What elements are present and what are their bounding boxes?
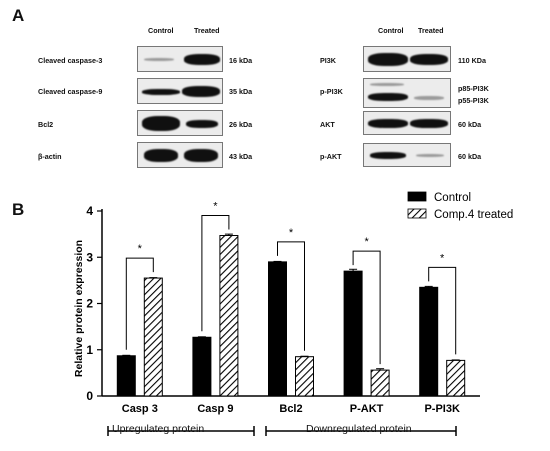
- band-treated: [184, 149, 218, 162]
- kda-p85-pi3k: p85-PI3K: [458, 84, 489, 93]
- kda-beta-actin: 43 kDa: [229, 152, 253, 161]
- band-treated: [414, 96, 444, 100]
- kda-akt: 60 kDa: [458, 120, 482, 129]
- band-control: [368, 53, 408, 66]
- blot-strip-cleaved-caspase-3: [137, 46, 223, 72]
- blot-label-bcl2: Bcl2: [38, 120, 54, 129]
- legend-label-1: Comp.4 treated: [434, 209, 513, 221]
- kda-p-akt: 60 kDa: [458, 152, 482, 161]
- significance-bracket: [201, 215, 230, 332]
- kda-p55-pi3k: p55-PI3K: [458, 96, 489, 105]
- blot-label-cleaved-caspase-9: Cleaved caspase-9: [38, 87, 103, 96]
- y-axis-label: Relative protein expression: [73, 240, 85, 377]
- significance-bracket: [125, 257, 154, 350]
- band-control-lower: [368, 93, 408, 101]
- bar-treated-3: [370, 369, 390, 397]
- y-tick-label: 1: [86, 343, 93, 357]
- blot-label-cleaved-caspase-3: Cleaved caspase-3: [38, 56, 103, 65]
- x-tick-label: P-AKT: [350, 403, 384, 415]
- blot-label-beta-actin: β-actin: [38, 152, 62, 161]
- right-column-control: Control: [378, 26, 404, 35]
- significance-star: *: [440, 252, 445, 264]
- blot-strip-bcl2: [137, 110, 223, 136]
- x-tick-label: P-PI3K: [424, 403, 460, 415]
- legend-label-0: Control: [434, 192, 471, 204]
- blot-strip-p-pi3k: [363, 78, 451, 108]
- bar-treated-2: [295, 356, 314, 397]
- legend-swatch-0: [407, 191, 427, 202]
- significance-star: *: [289, 227, 294, 239]
- band-treated: [410, 119, 448, 128]
- bar-control-1: [192, 336, 212, 397]
- blot-strip-akt: [363, 111, 451, 135]
- x-tick-label: Casp 9: [197, 403, 233, 415]
- left-column-treated: Treated: [194, 26, 220, 35]
- blot-strip-beta-actin: [137, 142, 223, 168]
- kda-cleaved-caspase-9: 35 kDa: [229, 87, 253, 96]
- x-tick-label: Bcl2: [279, 403, 302, 415]
- blot-label-p-akt: p-AKT: [320, 152, 342, 161]
- legend-swatch-1: [407, 208, 427, 219]
- significance-bracket: [428, 266, 457, 355]
- x-tick-label: Casp 3: [122, 403, 158, 415]
- y-tick-label: 3: [86, 250, 93, 264]
- band-control: [144, 149, 178, 162]
- blot-label-akt: AKT: [320, 120, 335, 129]
- band-control: [142, 116, 180, 131]
- bar-treated-0: [143, 277, 163, 397]
- left-column-control: Control: [148, 26, 174, 35]
- band-treated: [416, 154, 444, 157]
- panel-b-letter: B: [12, 200, 25, 219]
- blot-label-pi3k: PI3K: [320, 56, 336, 65]
- group-label-downregulated: Downregulated protein: [306, 423, 412, 435]
- band-treated: [186, 120, 218, 128]
- band-treated: [410, 54, 448, 65]
- kda-bcl2: 26 kDa: [229, 120, 253, 129]
- bar-control-2: [268, 261, 287, 397]
- significance-star: *: [138, 243, 143, 255]
- kda-pi3k: 110 KDa: [458, 56, 486, 65]
- band-control-upper: [370, 83, 404, 86]
- bar-treated-4: [446, 359, 466, 397]
- significance-bracket: [352, 250, 381, 365]
- group-label-upregulated: Upregulateg protein: [112, 423, 205, 435]
- blot-strip-p-akt: [363, 143, 451, 167]
- y-tick-label: 2: [86, 297, 93, 311]
- band-control: [144, 58, 174, 61]
- significance-bracket: [277, 241, 305, 351]
- bar-control-0: [116, 355, 136, 397]
- y-tick-label: 0: [86, 389, 93, 403]
- bar-control-3: [343, 270, 363, 397]
- significance-star: *: [213, 201, 218, 213]
- panel-a-letter: A: [12, 6, 25, 25]
- bar-control-4: [419, 286, 439, 397]
- band-control: [370, 152, 406, 159]
- band-control: [368, 119, 408, 128]
- bar-treated-1: [219, 235, 239, 397]
- blot-label-p-pi3k: p-PI3K: [320, 87, 343, 96]
- blot-strip-cleaved-caspase-9: [137, 78, 223, 104]
- band-treated: [184, 54, 220, 65]
- kda-cleaved-caspase-3: 16 kDa: [229, 56, 253, 65]
- y-tick-label: 4: [86, 204, 93, 218]
- right-column-treated: Treated: [418, 26, 444, 35]
- blot-strip-pi3k: [363, 46, 451, 72]
- significance-star: *: [364, 236, 369, 248]
- band-treated: [182, 86, 220, 97]
- band-control: [142, 89, 180, 95]
